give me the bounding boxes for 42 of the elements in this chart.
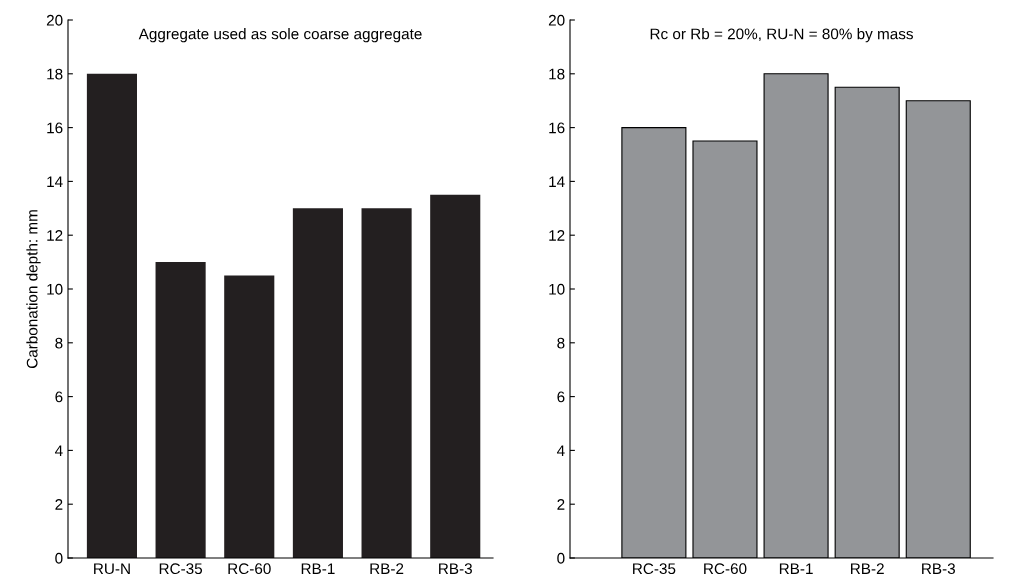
x-tick-label: RB-1 xyxy=(779,563,813,574)
chart-title: Rc or Rb = 20%, RU-N = 80% by mass xyxy=(650,28,913,43)
y-tick-label: 4 xyxy=(54,445,63,456)
y-tick-label: 8 xyxy=(557,337,565,349)
x-tick-label: RC-60 xyxy=(228,563,271,575)
x-tick-label: RB-3 xyxy=(922,563,955,575)
y-tick-label: 10 xyxy=(47,283,63,295)
y-tick-label: 6 xyxy=(557,391,565,403)
y-tick-label: 16 xyxy=(47,122,63,134)
bar xyxy=(224,275,275,558)
y-tick-label: 6 xyxy=(55,391,63,403)
y-tick-label: 14 xyxy=(47,176,63,187)
y-tick-label: 12 xyxy=(549,230,565,241)
y-tick-label: 20 xyxy=(548,14,565,26)
y-tick-label: 2 xyxy=(55,499,63,510)
x-tick-label: RC-35 xyxy=(633,563,676,575)
x-tick-label: RB-3 xyxy=(439,563,472,575)
bar xyxy=(155,262,206,558)
chart-title: Aggregate used as sole coarse aggregate xyxy=(138,28,422,43)
y-tick-label: 14 xyxy=(549,176,565,187)
x-tick-label: RU-N xyxy=(94,563,130,575)
y-tick-label: 2 xyxy=(557,499,565,510)
y-tick-label: 0 xyxy=(55,552,63,564)
y-tick-label: 16 xyxy=(549,122,565,134)
y-tick-label: 18 xyxy=(47,68,63,80)
bar xyxy=(361,208,412,558)
bar xyxy=(292,208,343,558)
x-tick-label: RB-2 xyxy=(851,563,884,574)
y-axis-title: Carbonation depth: mm xyxy=(26,210,41,369)
y-tick-label: 8 xyxy=(55,337,63,349)
y-tick-label: 18 xyxy=(549,68,565,80)
y-tick-label: 4 xyxy=(556,445,565,456)
y-tick-label: 20 xyxy=(46,14,63,26)
y-tick-label: 0 xyxy=(557,552,565,564)
y-tick-label: 10 xyxy=(549,283,565,295)
bar xyxy=(430,194,481,558)
y-tick-label: 12 xyxy=(47,230,63,241)
x-tick-label: RC-35 xyxy=(159,563,203,575)
x-tick-label: RB-1 xyxy=(301,563,335,574)
x-tick-label: RC-60 xyxy=(704,563,747,575)
x-tick-label: RB-2 xyxy=(370,563,404,574)
bar xyxy=(86,73,137,558)
